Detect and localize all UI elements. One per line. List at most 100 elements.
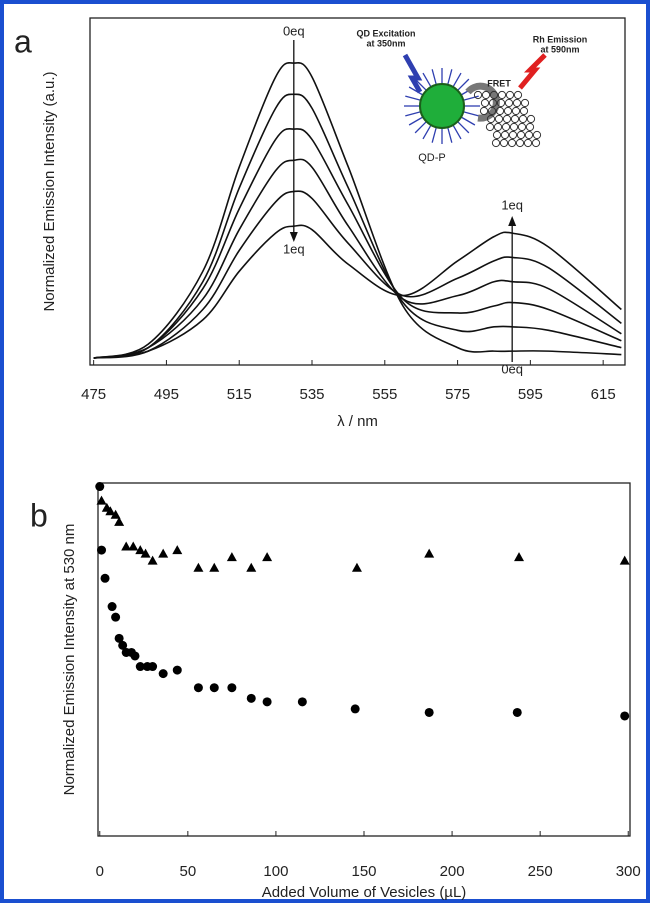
lipid [501, 122, 511, 132]
lipid [485, 122, 495, 132]
lipid [525, 122, 535, 132]
spoke [422, 124, 432, 140]
circle-point [262, 697, 272, 707]
lipid [479, 106, 489, 116]
spoke [414, 78, 427, 91]
annotation: 1eq [283, 241, 305, 256]
circle-point [172, 665, 182, 675]
y-axis-label: Normalized Emission Intensity (a.u.) [41, 71, 58, 311]
x-tick-label: 100 [263, 863, 288, 880]
lipid [511, 106, 521, 116]
annotation: Rh Emission [533, 34, 588, 44]
annotation: at 590nm [540, 44, 579, 54]
spoke [447, 69, 453, 85]
lipid [480, 98, 490, 108]
circle-point [114, 633, 124, 643]
lipid [517, 122, 527, 132]
circle-point [246, 693, 256, 703]
lipid [532, 130, 542, 140]
circle-point [227, 683, 237, 693]
lipid [518, 114, 528, 124]
arrow-head [508, 216, 517, 226]
circle-point [107, 602, 117, 612]
spectrum-line [93, 127, 622, 359]
x-tick-label: 615 [591, 386, 616, 403]
spectrum-line [93, 158, 622, 359]
annotation: 0eq [283, 23, 305, 38]
annotation: FRET [487, 78, 511, 88]
lipid [496, 98, 506, 108]
circle-point [512, 707, 522, 717]
triangle-point [209, 562, 220, 572]
x-tick-label: 515 [227, 386, 252, 403]
lipid [491, 138, 501, 148]
x-tick-label: 150 [351, 863, 376, 880]
lipid [487, 106, 497, 116]
lipid [516, 130, 526, 140]
lipid [531, 138, 541, 148]
x-tick-label: 200 [440, 863, 465, 880]
triangle-point [158, 548, 169, 558]
spoke [408, 86, 424, 96]
circle-point [111, 612, 121, 622]
spoke [422, 72, 432, 88]
lipid [512, 98, 522, 108]
spectrum-line [93, 190, 622, 359]
lipid [520, 98, 530, 108]
spoke [431, 69, 437, 85]
spoke [452, 124, 462, 140]
circle-point [350, 704, 360, 714]
circle-point [130, 651, 140, 661]
lipid [510, 114, 520, 124]
panel-letter: b [30, 497, 48, 533]
annotation: QD Excitation [356, 28, 415, 38]
x-tick-label: 475 [81, 386, 106, 403]
triangle-point [172, 545, 183, 555]
triangle-point [514, 552, 525, 562]
annotation: 1eq [501, 197, 523, 212]
x-tick-label: 575 [445, 386, 470, 403]
circle-point [297, 697, 307, 707]
lipid [503, 106, 513, 116]
x-tick-label: 0 [96, 863, 104, 880]
lipid [499, 138, 509, 148]
spoke [408, 116, 424, 126]
spoke [463, 111, 479, 117]
spoke [405, 111, 421, 117]
spoke [457, 78, 470, 91]
lipid [489, 90, 499, 100]
lipid [481, 90, 491, 100]
lipid [494, 114, 504, 124]
triangle-point [424, 548, 435, 558]
lipid [495, 106, 505, 116]
lipid [509, 122, 519, 132]
lipid [507, 138, 517, 148]
spoke [414, 121, 427, 134]
circle-point [158, 669, 168, 679]
circle-point [620, 711, 630, 721]
y-axis-label: Normalized Emission Intensity at 530 nm [61, 524, 78, 796]
spoke [452, 72, 462, 88]
spectrum-line [93, 62, 622, 359]
lipid [513, 90, 523, 100]
lipid [524, 130, 534, 140]
annotation: 0eq [501, 361, 523, 376]
spoke [457, 121, 470, 134]
lipid [497, 90, 507, 100]
triangle-point [128, 541, 139, 551]
lipid [519, 106, 529, 116]
triangle-point [110, 509, 121, 519]
lipid [504, 98, 514, 108]
circle-point [118, 640, 128, 650]
lipid [493, 122, 503, 132]
plot-frame [97, 482, 631, 837]
x-axis-label: Added Volume of Vesicles (µL) [262, 884, 467, 901]
circle-point [148, 662, 158, 672]
x-axis-label: λ / nm [337, 413, 378, 430]
spoke [405, 95, 421, 101]
triangle-point [140, 548, 151, 558]
circle-point [135, 662, 145, 672]
spectrum-line [93, 224, 622, 359]
